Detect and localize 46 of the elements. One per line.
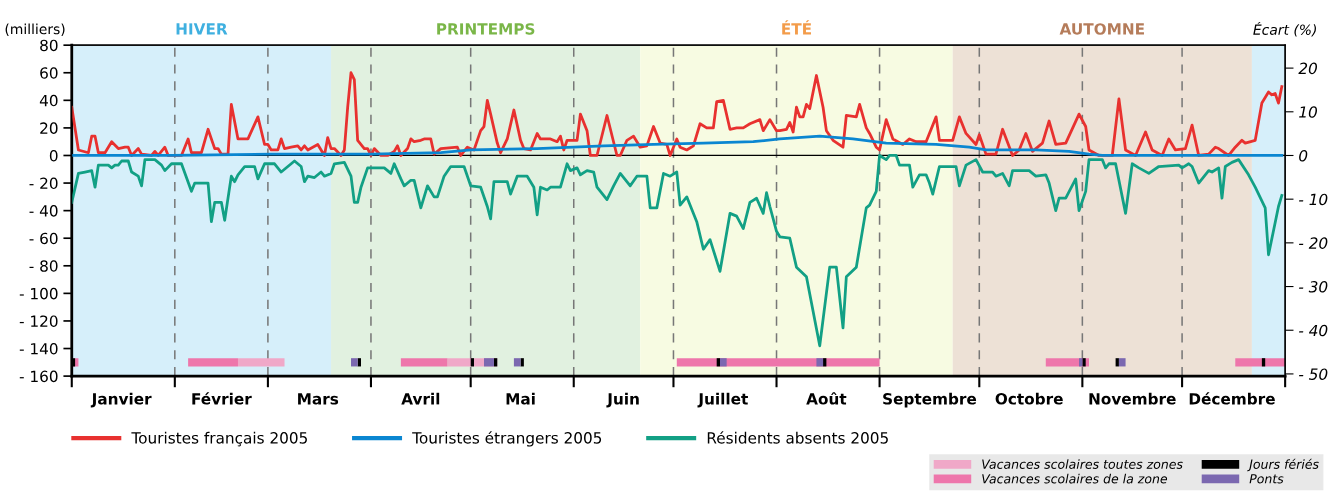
band-label: ÉTÉ xyxy=(782,20,811,35)
legend-label: Résidents absents 2005 xyxy=(707,431,888,444)
x-tick-label: Juin xyxy=(606,392,639,408)
y2-tick-label: - 50 xyxy=(1299,368,1328,380)
y2-tick-label: - 10 xyxy=(1299,193,1328,206)
y2-tick-label: - 20 xyxy=(1299,237,1328,249)
x-tick-label: Juillet xyxy=(697,392,748,408)
legend-label: Vacances scolaires toutes zones xyxy=(982,459,1183,469)
x-tick-label: Décembre xyxy=(1189,392,1275,405)
y2-tick-label: - 40 xyxy=(1299,324,1328,337)
x-tick-label: Avril xyxy=(401,392,440,405)
y-tick-label: 80 xyxy=(40,39,58,52)
x-tick-label: Mars xyxy=(298,393,339,405)
y2-tick-label: 0 xyxy=(1299,149,1308,162)
y-tick-label: - 140 xyxy=(19,342,58,355)
y-tick-label: - 160 xyxy=(19,370,58,383)
x-tick-label: Novembre xyxy=(1089,392,1176,405)
legend-label: Jours fériés xyxy=(1247,458,1319,472)
legend-label: Ponts xyxy=(1249,474,1284,484)
x-tick-label: Octobre xyxy=(995,392,1063,405)
band-label: HIVER xyxy=(176,23,228,35)
x-tick-label: Septembre xyxy=(883,392,977,408)
y2-tick-label: 20 xyxy=(1298,62,1318,75)
y2-axis-title: Écart (%) xyxy=(1253,21,1316,37)
y2-tick-label: - 30 xyxy=(1299,281,1328,293)
x-tick-label: Août xyxy=(806,392,847,405)
y2-tick-label: 10 xyxy=(1299,106,1318,118)
legend-label: Vacances scolaires de la zone xyxy=(982,473,1168,484)
y-tick-label: - 60 xyxy=(29,232,58,245)
x-tick-label: Mai xyxy=(506,392,535,405)
x-tick-label: Janvier xyxy=(90,392,152,408)
y-tick-label: - 80 xyxy=(29,260,58,272)
y-tick-label: - 20 xyxy=(29,177,58,190)
y-tick-label: 20 xyxy=(40,122,58,134)
y-tick-label: - 40 xyxy=(29,205,58,217)
y-tick-label: 40 xyxy=(39,94,58,107)
band-label: AUTOMNE xyxy=(1059,23,1144,35)
x-tick-label: Février xyxy=(192,392,252,405)
band-label: PRINTEMPS xyxy=(437,23,535,35)
legend-label: Touristes étrangers 2005 xyxy=(412,431,602,447)
y-tick-label: - 120 xyxy=(19,315,58,327)
y-axis-title: (milliers) xyxy=(5,23,65,36)
y-tick-label: 60 xyxy=(40,67,58,79)
legend-label: Touristes français 2005 xyxy=(131,431,307,447)
y-tick-label: 0 xyxy=(49,149,58,162)
y-tick-label: - 100 xyxy=(19,287,58,300)
